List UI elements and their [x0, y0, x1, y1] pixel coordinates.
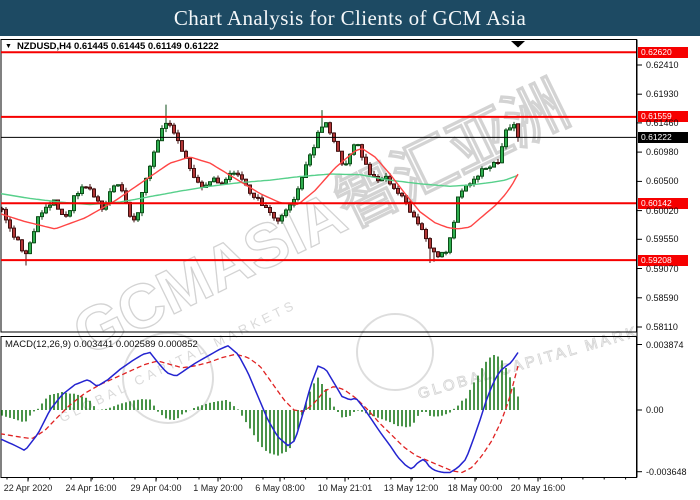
- date-axis-label: 22 Apr 2020: [3, 483, 53, 493]
- macd-axis-tick: -0.003648: [646, 467, 687, 477]
- dropdown-arrow-icon[interactable]: ▼: [5, 43, 12, 50]
- price-axis-tick: 0.58110: [646, 322, 678, 332]
- watermark-logo-circle: [356, 313, 434, 391]
- arrow-down-marker: [511, 41, 525, 48]
- axes: [6, 39, 642, 482]
- price-axis-tick: 0.59070: [646, 264, 679, 274]
- watermark-logo-circle: [122, 332, 214, 424]
- page-title: Chart Analysis for Clients of GCM Asia: [173, 5, 527, 30]
- level-price-label: 0.62620: [638, 47, 688, 58]
- symbol-ohlc-text: NZDUSD,H4 0.61445 0.61445 0.61149 0.6122…: [16, 41, 219, 52]
- date-axis-label: 13 May 12:00: [383, 483, 439, 493]
- current-price-label: 0.61222: [638, 132, 688, 143]
- price-axis-tick: 0.60020: [646, 206, 679, 216]
- title-bar: Chart Analysis for Clients of GCM Asia: [0, 0, 700, 36]
- price-axis-tick: 0.61460: [646, 118, 679, 128]
- symbol-header[interactable]: ▼ NZDUSD,H4 0.61445 0.61445 0.61149 0.61…: [5, 41, 219, 52]
- date-axis-label: 6 May 08:00: [255, 483, 305, 493]
- date-axis-label: 29 Apr 04:00: [130, 483, 182, 493]
- date-axis-label: 18 May 00:00: [447, 483, 503, 493]
- price-axis-tick: 0.62410: [646, 60, 679, 70]
- price-plot: [1, 51, 636, 266]
- level-price-label: 0.60142: [638, 198, 688, 209]
- macd-axis-tick: 0.003874: [646, 340, 684, 350]
- watermark: GCMASIA智汇亚洲 GLOBAL CAPITAL MARKETS GLOBA…: [57, 69, 678, 425]
- level-price-label: 0.61559: [638, 111, 688, 122]
- macd-axis-tick: 0.00: [646, 405, 664, 415]
- date-axis-label: 10 May 21:01: [317, 483, 373, 493]
- macd-plot: [1, 344, 519, 474]
- level-price-label: 0.59208: [638, 255, 688, 266]
- price-axis-tick: 0.60500: [646, 176, 679, 186]
- macd-label: MACD(12,26,9) 0.003441 0.002589 0.000852: [5, 339, 198, 350]
- watermark-caption: GLOBAL CAPITAL MARKETS: [416, 313, 678, 403]
- price-axis-tick: 0.61930: [646, 89, 679, 99]
- watermark-text: GCMASIA智汇亚洲: [63, 70, 579, 369]
- price-axis-tick: 0.59550: [646, 234, 679, 244]
- date-axis-label: 20 May 16:00: [510, 483, 566, 493]
- price-axis-tick: 0.58590: [646, 293, 679, 303]
- price-axis-tick: 0.60980: [646, 147, 679, 157]
- date-axis-label: 24 Apr 16:00: [65, 483, 117, 493]
- date-axis-label: 1 May 20:00: [193, 483, 243, 493]
